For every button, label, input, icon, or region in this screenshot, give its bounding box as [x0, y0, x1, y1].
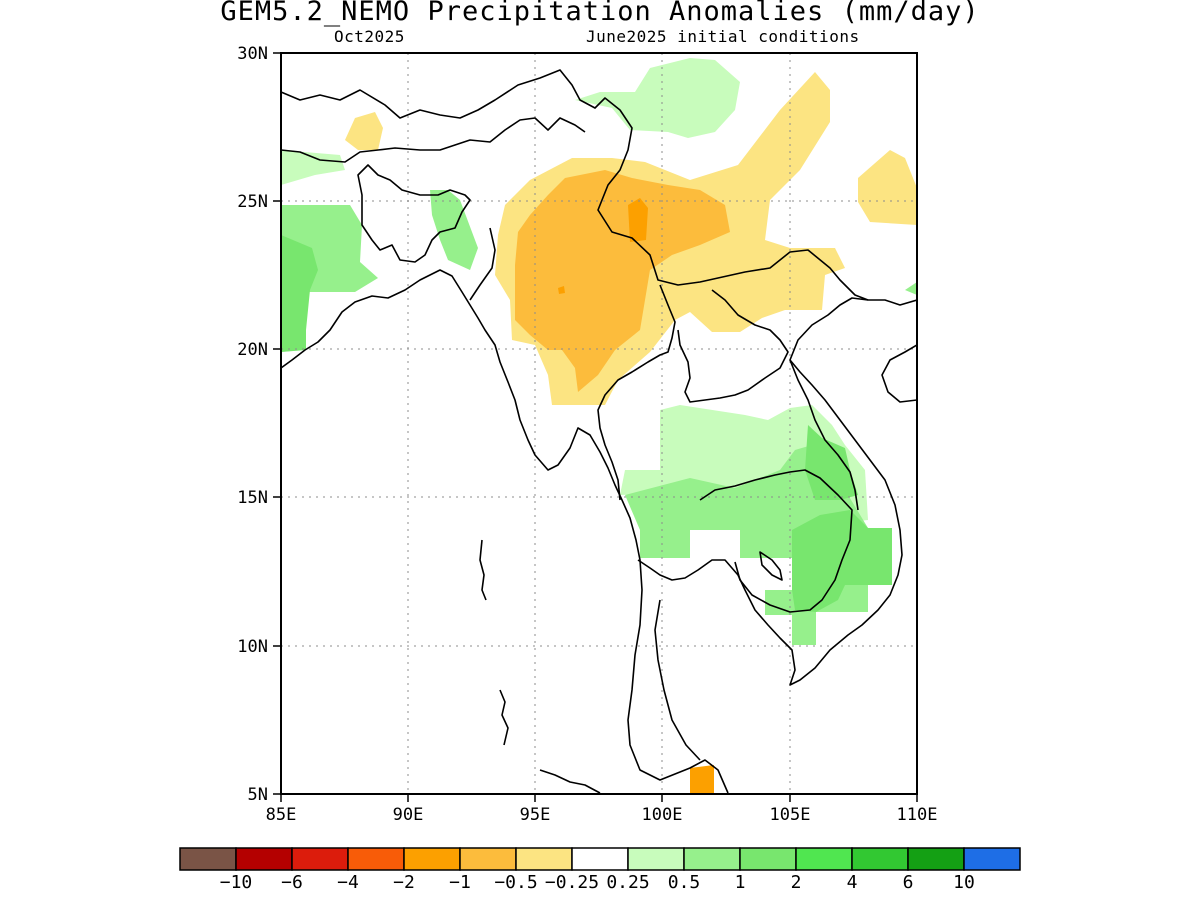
colorbar-label: −0.25 [545, 872, 599, 893]
map-frame [280, 52, 918, 795]
colorbar-label: 1 [735, 872, 746, 893]
lon-label: 90E [393, 805, 424, 825]
border-himalaya [281, 117, 586, 163]
colorbar-label: 0.25 [606, 872, 649, 893]
lon-label: 85E [266, 805, 297, 825]
lon-label: 100E [642, 805, 683, 825]
colorbar-label: −0.5 [494, 872, 537, 893]
lat-label: 10N [237, 637, 268, 657]
colorbar-label: −1 [449, 872, 471, 893]
anomaly-west-green-dark [281, 235, 318, 352]
lon-label: 110E [897, 805, 938, 825]
colorbar-label: 2 [791, 872, 802, 893]
lat-label: 25N [237, 192, 268, 212]
anomaly-north-green-light [575, 58, 740, 138]
anomaly-south-orange [690, 765, 714, 793]
anomaly-west-green [281, 205, 378, 352]
colorbar-swatch [347, 847, 405, 871]
initial-conditions: June2025 initial conditions [586, 27, 860, 46]
anomaly-myanmar-orange-dot [558, 286, 565, 294]
lake-tonle-sap [759, 551, 783, 581]
x-axis-labels: 85E 90E 95E 100E 105E 110E [266, 805, 938, 825]
colorbar-swatch [627, 847, 685, 871]
coastlines-borders [281, 69, 917, 794]
colorbar-swatch [739, 847, 797, 871]
forecast-month: Oct2025 [334, 27, 405, 46]
border-cambodia [699, 469, 853, 613]
colorbar-label: 4 [847, 872, 858, 893]
colorbar-label: −4 [337, 872, 359, 893]
colorbar-label: 0.5 [668, 872, 701, 893]
colorbar-swatch [571, 847, 629, 871]
map-grid [281, 53, 917, 794]
anomaly-nepal-yellow [345, 112, 383, 150]
islands-nicobar [499, 689, 509, 746]
border-laos-thai [677, 289, 789, 403]
coastline-gulf-of-tonkin [881, 344, 917, 403]
islands-andaman [479, 539, 487, 601]
colorbar-swatch [403, 847, 461, 871]
coast-sumatra [539, 769, 601, 794]
colorbar-label: −2 [393, 872, 415, 893]
colorbar: −10 −6 −4 −2 −1 −0.5 −0.25 0.25 0.5 1 2 4 6 10 [179, 847, 1021, 893]
colorbar-swatch [907, 847, 965, 871]
colorbar-swatch [459, 847, 517, 871]
anomaly-myanmar-orange-core [628, 198, 648, 242]
anomaly-bangla-green [430, 190, 478, 270]
lat-label: 20N [237, 340, 268, 360]
colorbar-swatch [795, 847, 853, 871]
lon-label: 105E [770, 805, 811, 825]
coastline-gulf-of-thailand [637, 297, 917, 686]
colorbar-swatch [515, 847, 573, 871]
axis-ticks [273, 52, 918, 802]
chart-title: GEM5.2_NEMO Precipitation Anomalies (mm/… [220, 0, 980, 27]
colorbar-swatch [683, 847, 741, 871]
anomaly-myanmar-orange [515, 170, 730, 392]
border-bangladesh [357, 164, 471, 263]
colorbar-label: −10 [220, 872, 253, 893]
coastline-mainland [281, 269, 729, 794]
border-myanmar-east [469, 227, 496, 301]
lon-label: 95E [520, 805, 551, 825]
anomaly-field [281, 53, 917, 794]
anomaly-laos-green [805, 425, 858, 500]
colorbar-swatch [291, 847, 349, 871]
lat-label: 30N [237, 44, 268, 64]
border-north [281, 69, 869, 301]
colorbar-label: 10 [953, 872, 975, 893]
colorbar-swatch [851, 847, 909, 871]
coastline-malay-south [654, 599, 701, 761]
lat-label: 5N [248, 785, 268, 805]
colorbar-swatch [179, 847, 237, 871]
colorbar-label: 6 [903, 872, 914, 893]
lat-label: 15N [237, 488, 268, 508]
border-myanmar-thai [597, 284, 676, 501]
colorbar-label: −6 [281, 872, 303, 893]
anomaly-west-green-light [281, 150, 345, 185]
anomaly-east-yellow [858, 150, 917, 225]
colorbar-swatch [235, 847, 293, 871]
anomaly-east-edge-green [905, 282, 917, 295]
border-laos-vietnam [789, 359, 859, 511]
y-axis-labels: 30N 25N 20N 15N 10N 5N [237, 44, 268, 805]
colorbar-swatch [963, 847, 1021, 871]
